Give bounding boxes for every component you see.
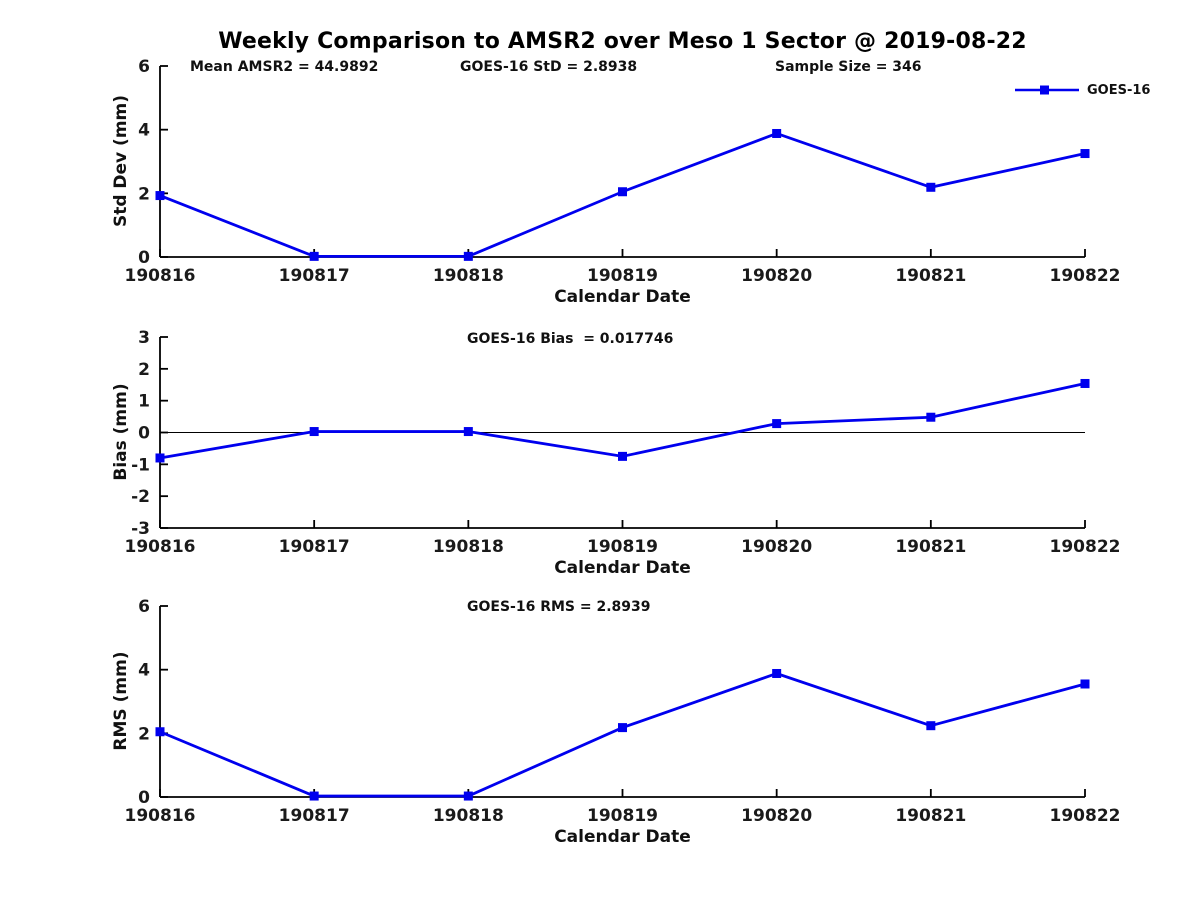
y-tick-label: 3 [138,328,150,348]
x-tick-label: 190819 [587,806,658,826]
y-tick-label: -3 [131,519,150,539]
annotation-goes16-rms: GOES-16 RMS = 2.8939 [467,599,651,615]
data-point-marker [155,453,165,463]
x-tick-label: 190822 [1050,266,1121,286]
y-tick-label: 6 [138,57,150,77]
y-tick-label: 2 [138,360,150,380]
y-axis-label-bias: Bias (mm) [111,383,131,481]
x-tick-label: 190817 [279,806,350,826]
data-point-marker [772,668,782,678]
x-axis-label-top: Calendar Date [554,287,691,307]
x-tick-label: 190816 [125,806,196,826]
y-tick-label: 2 [138,184,150,204]
y-tick-label: 2 [138,724,150,744]
y-tick-label: 0 [138,424,150,444]
y-axis-label-rms: RMS (mm) [111,651,131,751]
x-tick-label: 190822 [1050,537,1121,557]
x-axis-label-middle: Calendar Date [554,558,691,578]
x-tick-label: 190816 [125,266,196,286]
data-point-marker [309,427,319,437]
y-tick-label: 1 [138,392,150,412]
series-line [159,672,1086,798]
data-point-marker [155,727,165,737]
series-line [159,382,1086,460]
data-point-marker [1080,679,1090,689]
x-tick-label: 190819 [587,537,658,557]
data-point-marker [1080,149,1090,159]
x-tick-label: 190819 [587,266,658,286]
x-tick-label: 190821 [895,537,966,557]
data-point-marker [463,251,473,261]
x-tick-label: 190820 [741,806,812,826]
x-tick-label: 190818 [433,806,504,826]
data-point-marker [1080,378,1090,388]
data-point-marker [309,251,319,261]
annotation-goes16-bias: GOES-16 Bias = 0.017746 [467,331,674,347]
x-axis-label-bottom: Calendar Date [554,827,691,847]
data-point-marker [926,721,936,731]
y-tick-label: 0 [138,248,150,268]
y-tick-label: -1 [131,455,150,475]
x-tick-label: 190822 [1050,806,1121,826]
legend-line-icon [1015,85,1079,95]
annotation-mean-amsr2: Mean AMSR2 = 44.9892 [190,59,379,75]
annotation-goes16-std: GOES-16 StD = 2.8938 [460,59,638,75]
data-point-marker [772,128,782,138]
figure-title: Weekly Comparison to AMSR2 over Meso 1 S… [218,29,1027,54]
y-tick-label: 0 [138,788,150,808]
annotation-sample-size: Sample Size = 346 [775,59,922,75]
data-point-marker [772,419,782,429]
y-axis-label-stddev: Std Dev (mm) [111,94,131,228]
legend: GOES-16 [1014,81,1150,99]
x-tick-label: 190818 [433,537,504,557]
x-tick-label: 190817 [279,266,350,286]
x-tick-label: 190820 [741,266,812,286]
data-point-marker [155,191,165,201]
y-tick-label: -2 [131,487,150,507]
data-point-marker [618,451,627,461]
x-tick-label: 190820 [741,537,812,557]
data-point-marker [926,182,936,192]
data-point-marker [463,791,473,801]
legend-label: GOES-16 [1087,82,1151,98]
x-tick-label: 190817 [279,537,350,557]
data-point-marker [618,187,627,197]
data-point-marker [618,723,627,733]
x-tick-label: 190821 [895,806,966,826]
x-tick-label: 190816 [125,537,196,557]
y-tick-label: 4 [138,661,150,681]
x-tick-label: 190818 [433,266,504,286]
data-point-marker [309,791,319,801]
data-point-marker [926,412,936,422]
x-tick-label: 190821 [895,266,966,286]
y-tick-label: 4 [138,121,150,141]
data-point-marker [463,427,473,437]
y-tick-label: 6 [138,597,150,617]
